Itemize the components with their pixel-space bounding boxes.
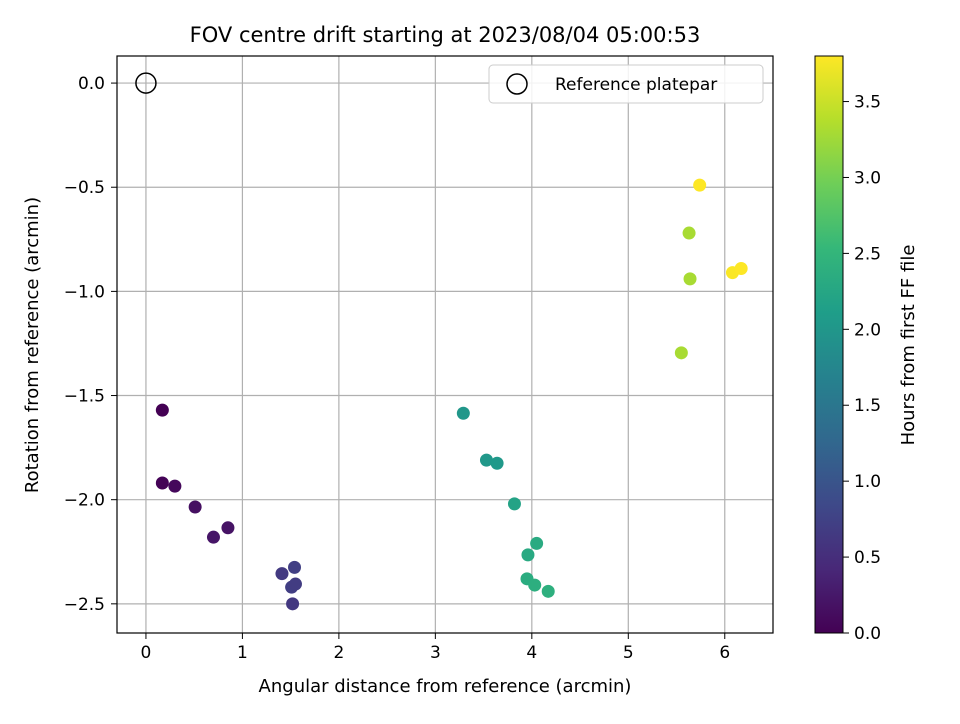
x-tick-label: 5 bbox=[623, 643, 634, 663]
x-tick-label: 1 bbox=[237, 643, 248, 663]
x-tick-label: 2 bbox=[333, 643, 344, 663]
chart-title: FOV centre drift starting at 2023/08/04 … bbox=[190, 23, 701, 47]
data-point bbox=[155, 403, 169, 417]
x-axis-label: Angular distance from reference (arcmin) bbox=[259, 676, 632, 697]
y-tick-label: −1.5 bbox=[64, 387, 105, 407]
data-point bbox=[188, 500, 202, 514]
y-axis-ticks: 0.0 −0.5 −1.0 −1.5 −2.0 −2.5 bbox=[64, 74, 117, 615]
data-point bbox=[693, 178, 707, 192]
colorbar-tick-label: 1.5 bbox=[854, 396, 881, 416]
legend-box bbox=[488, 64, 764, 104]
data-point bbox=[682, 226, 696, 240]
data-point bbox=[221, 521, 235, 535]
legend-open-circle-icon bbox=[506, 73, 528, 95]
colorbar-tick-label: 3.5 bbox=[854, 93, 881, 113]
colorbar-ticks: 0.0 0.5 1.0 1.5 2.0 2.5 3.0 3.5 bbox=[843, 93, 881, 644]
data-point bbox=[528, 578, 542, 592]
x-tick-label: 4 bbox=[526, 643, 537, 663]
data-point bbox=[288, 560, 302, 574]
x-tick-label: 3 bbox=[430, 643, 441, 663]
colorbar-tick-label: 1.0 bbox=[854, 472, 881, 492]
data-point bbox=[530, 536, 544, 550]
grid-lines bbox=[117, 56, 773, 633]
legend: Reference platepar bbox=[488, 64, 764, 104]
colorbar-label: Hours from first FF file bbox=[898, 245, 919, 446]
data-point bbox=[206, 530, 220, 544]
x-tick-label: 0 bbox=[141, 643, 152, 663]
y-tick-label: −2.0 bbox=[64, 491, 105, 511]
data-point bbox=[155, 476, 169, 490]
data-point bbox=[168, 479, 182, 493]
data-point bbox=[479, 453, 493, 467]
y-tick-label: −0.5 bbox=[64, 178, 105, 198]
data-point bbox=[286, 597, 300, 611]
y-tick-label: −2.5 bbox=[64, 595, 105, 615]
x-axis-ticks: 0 1 2 3 4 5 6 bbox=[141, 633, 730, 663]
data-point bbox=[674, 346, 688, 360]
colorbar-gradient bbox=[814, 55, 844, 634]
data-point bbox=[275, 567, 289, 581]
colorbar-tick-label: 0.5 bbox=[854, 548, 881, 568]
x-tick-label: 6 bbox=[719, 643, 730, 663]
data-point bbox=[521, 548, 535, 562]
colorbar-tick-label: 2.5 bbox=[854, 244, 881, 264]
data-point bbox=[734, 261, 748, 275]
colorbar-tick-label: 3.0 bbox=[854, 168, 881, 188]
colorbar-tick-label: 0.0 bbox=[854, 624, 881, 644]
plot-frame bbox=[116, 55, 774, 634]
data-point bbox=[490, 456, 504, 470]
data-point bbox=[288, 577, 302, 591]
data-points bbox=[155, 178, 748, 611]
data-point bbox=[507, 497, 521, 511]
y-axis-label: Rotation from reference (arcmin) bbox=[22, 197, 43, 493]
data-point bbox=[456, 406, 470, 420]
legend-label-reference-platepar: Reference platepar bbox=[555, 75, 717, 95]
colorbar-tick-label: 2.0 bbox=[854, 320, 881, 340]
plot-area bbox=[117, 56, 773, 633]
y-tick-label: −1.0 bbox=[64, 282, 105, 302]
data-point bbox=[683, 272, 697, 286]
data-point bbox=[541, 584, 555, 598]
y-tick-label: 0.0 bbox=[78, 74, 105, 94]
reference-platepar-marker bbox=[135, 72, 157, 94]
